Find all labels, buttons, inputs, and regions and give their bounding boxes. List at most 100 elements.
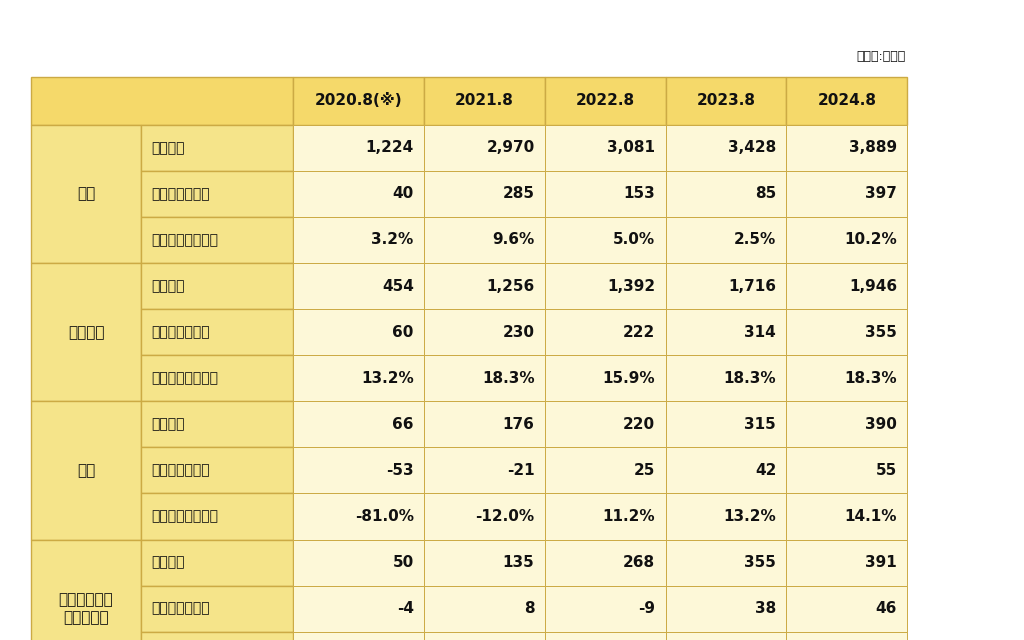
Text: 18.3%: 18.3% — [482, 371, 535, 386]
Bar — [424, 493, 545, 540]
Bar — [786, 217, 907, 263]
Text: 50: 50 — [392, 555, 414, 570]
Bar — [141, 401, 293, 447]
Bar — [141, 447, 293, 493]
Text: セグメント利益率: セグメント利益率 — [152, 509, 218, 524]
Text: -4: -4 — [396, 601, 414, 616]
Text: 9.6%: 9.6% — [493, 232, 535, 248]
Text: 3,081: 3,081 — [607, 140, 655, 156]
Bar — [293, 632, 424, 640]
Bar — [666, 632, 786, 640]
Bar — [141, 355, 293, 401]
Text: 1,224: 1,224 — [366, 140, 414, 156]
Text: -53: -53 — [386, 463, 414, 478]
Text: 153: 153 — [624, 186, 655, 202]
Text: -21: -21 — [507, 463, 535, 478]
Bar — [293, 355, 424, 401]
Bar — [786, 401, 907, 447]
Text: セグメント利益: セグメント利益 — [152, 463, 210, 477]
Bar — [666, 217, 786, 263]
Bar — [545, 586, 666, 632]
Bar — [786, 447, 907, 493]
Bar — [424, 171, 545, 217]
Text: -81.0%: -81.0% — [354, 509, 414, 524]
Bar — [293, 171, 424, 217]
Bar — [786, 493, 907, 540]
Text: 285: 285 — [503, 186, 535, 202]
Bar — [293, 77, 424, 125]
Bar — [666, 401, 786, 447]
Bar — [141, 493, 293, 540]
Bar — [293, 447, 424, 493]
Bar — [666, 263, 786, 309]
Bar — [545, 493, 666, 540]
Bar — [786, 125, 907, 171]
Text: 18.3%: 18.3% — [724, 371, 776, 386]
Bar — [424, 355, 545, 401]
Text: 314: 314 — [744, 324, 776, 340]
Bar — [31, 263, 141, 401]
Text: セグメント利益率: セグメント利益率 — [152, 233, 218, 247]
Bar — [666, 586, 786, 632]
Bar — [545, 217, 666, 263]
Bar — [293, 401, 424, 447]
Text: 3.2%: 3.2% — [372, 232, 414, 248]
Bar — [545, 401, 666, 447]
Bar — [666, 493, 786, 540]
Bar — [141, 125, 293, 171]
Text: 40: 40 — [392, 186, 414, 202]
Bar — [666, 77, 786, 125]
Text: 2023.8: 2023.8 — [696, 93, 756, 108]
Text: 13.2%: 13.2% — [360, 371, 414, 386]
Text: 東アジア: 東アジア — [68, 324, 104, 340]
Bar — [141, 540, 293, 586]
Text: 25: 25 — [634, 463, 655, 478]
Bar — [424, 263, 545, 309]
Bar — [545, 125, 666, 171]
Text: 222: 222 — [624, 324, 655, 340]
Text: 220: 220 — [624, 417, 655, 432]
Bar — [293, 125, 424, 171]
Bar — [141, 309, 293, 355]
Bar — [786, 632, 907, 640]
Text: 42: 42 — [755, 463, 776, 478]
Bar — [666, 171, 786, 217]
Text: （単位:億円）: （単位:億円） — [856, 50, 905, 63]
Text: 1,716: 1,716 — [728, 278, 776, 294]
Bar — [424, 447, 545, 493]
Bar — [293, 540, 424, 586]
Text: 東南アジア・
オセアニア: 東南アジア・ オセアニア — [58, 593, 114, 625]
Bar — [293, 493, 424, 540]
Bar — [424, 540, 545, 586]
Text: 営業収益: 営業収益 — [152, 556, 185, 570]
Text: -12.0%: -12.0% — [475, 509, 535, 524]
Bar — [31, 401, 141, 540]
Bar — [293, 586, 424, 632]
Bar — [545, 632, 666, 640]
Bar — [31, 125, 141, 263]
Text: 38: 38 — [755, 601, 776, 616]
Text: 55: 55 — [876, 463, 897, 478]
Text: 355: 355 — [744, 555, 776, 570]
Text: 1,392: 1,392 — [607, 278, 655, 294]
Text: 欧米: 欧米 — [77, 463, 95, 478]
Text: 10.2%: 10.2% — [844, 232, 897, 248]
Text: 18.3%: 18.3% — [845, 371, 897, 386]
Text: セグメント利益: セグメント利益 — [152, 325, 210, 339]
Text: 454: 454 — [382, 278, 414, 294]
Text: 2024.8: 2024.8 — [817, 93, 877, 108]
Bar — [545, 309, 666, 355]
Bar — [293, 217, 424, 263]
Text: セグメント利益率: セグメント利益率 — [152, 371, 218, 385]
Text: 13.2%: 13.2% — [723, 509, 776, 524]
Bar — [424, 401, 545, 447]
Text: 390: 390 — [865, 417, 897, 432]
Bar — [666, 447, 786, 493]
Text: 46: 46 — [876, 601, 897, 616]
Bar — [786, 171, 907, 217]
Text: セグメント利益: セグメント利益 — [152, 602, 210, 616]
Bar — [141, 217, 293, 263]
Text: 391: 391 — [865, 555, 897, 570]
Bar — [424, 217, 545, 263]
Bar — [424, 77, 545, 125]
